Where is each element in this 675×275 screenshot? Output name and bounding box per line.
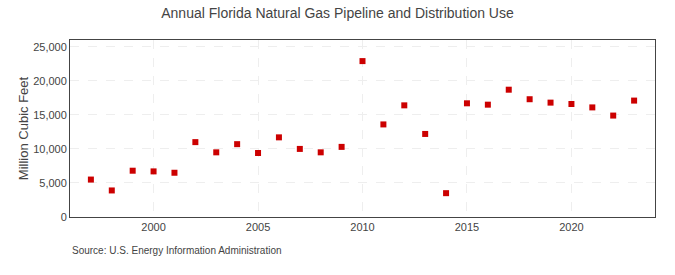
svg-text:0: 0	[61, 211, 67, 223]
svg-text:20,000: 20,000	[33, 75, 67, 87]
svg-text:Source: U.S. Energy Informatio: Source: U.S. Energy Information Administ…	[72, 245, 282, 256]
svg-text:25,000: 25,000	[33, 41, 67, 53]
svg-text:Million Cubic Feet: Million Cubic Feet	[16, 76, 31, 180]
svg-text:5,000: 5,000	[39, 177, 67, 189]
svg-text:Annual Florida Natural Gas Pip: Annual Florida Natural Gas Pipeline and …	[161, 5, 514, 21]
svg-text:2015: 2015	[455, 221, 479, 233]
svg-text:10,000: 10,000	[33, 143, 67, 155]
svg-text:2010: 2010	[350, 221, 374, 233]
svg-text:2000: 2000	[141, 221, 165, 233]
svg-text:2005: 2005	[246, 221, 270, 233]
svg-text:15,000: 15,000	[33, 109, 67, 121]
svg-text:2020: 2020	[559, 221, 583, 233]
